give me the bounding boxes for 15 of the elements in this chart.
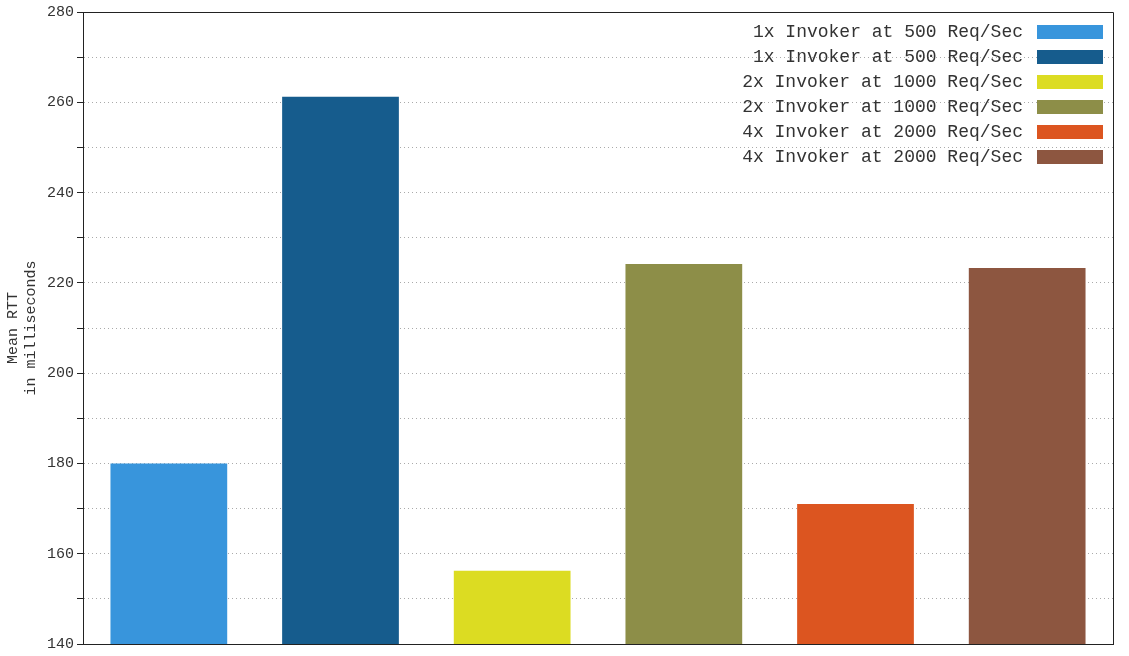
legend-label: 4x Invoker at 2000 Req/Sec: [742, 146, 1023, 167]
legend-label: 1x Invoker at 500 Req/Sec: [752, 46, 1023, 67]
y-tick-label: 140: [46, 635, 74, 653]
legend-label: 1x Invoker at 500 Req/Sec: [752, 21, 1023, 42]
legend-label: 2x Invoker at 1000 Req/Sec: [742, 71, 1023, 92]
y-tick-label: 280: [46, 3, 74, 21]
y-tick-label: 160: [46, 545, 74, 563]
y-tick-label: 260: [46, 94, 74, 112]
legend-label: 2x Invoker at 1000 Req/Sec: [742, 96, 1023, 117]
y-tick-label: 200: [46, 365, 74, 383]
legend-label: 4x Invoker at 2000 Req/Sec: [742, 121, 1023, 142]
y-tick-label: 180: [46, 455, 74, 473]
y-tick-label: 240: [46, 184, 74, 202]
y-axis-title: Mean RTT in milliseconds: [4, 260, 40, 396]
y-tick-label: 220: [46, 274, 74, 292]
